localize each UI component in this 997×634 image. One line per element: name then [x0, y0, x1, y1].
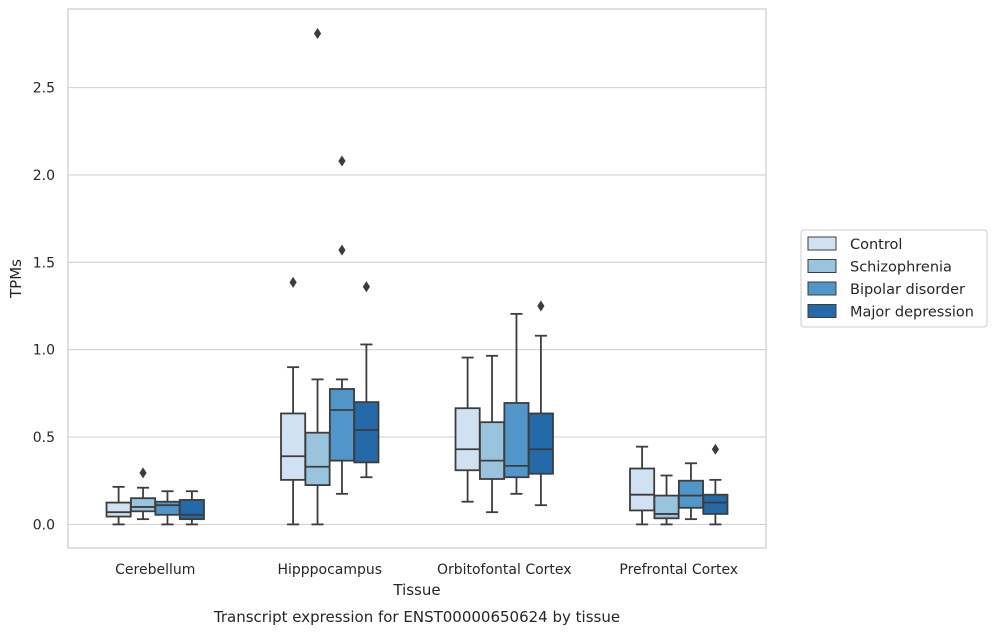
box-1-2	[328, 155, 355, 495]
box-0-1	[130, 467, 157, 521]
y-tick-label: 2.0	[33, 168, 55, 184]
y-tick-label: 0.0	[33, 517, 55, 533]
x-axis-ticks: Cerebellum Hipppocampus Orbitofontal Corte…	[115, 562, 738, 578]
outlier-point	[338, 155, 346, 167]
box-groups	[105, 27, 729, 526]
outlier-point	[289, 276, 297, 288]
box-2-3	[527, 300, 554, 507]
box-iqr	[527, 412, 554, 475]
x-tick-label: Hipppocampus	[277, 562, 382, 578]
box-iqr	[677, 479, 704, 509]
y-tick-label: 1.0	[33, 343, 55, 359]
legend-frame	[800, 229, 988, 328]
y-axis-label: TPMs	[7, 259, 25, 299]
x-tick-label: Prefrontal Cortex	[619, 562, 738, 578]
legend-swatch	[807, 304, 837, 318]
box-2-0	[454, 356, 481, 503]
box-2-2	[503, 312, 530, 495]
x-tick-label: Cerebellum	[115, 562, 195, 578]
legend: Control Schizophrenia Bipolar disorder Majo…	[800, 229, 988, 328]
legend-entry: Control	[850, 237, 902, 253]
legend-swatch	[807, 236, 837, 251]
outlier-point	[362, 281, 370, 293]
box-iqr	[353, 401, 380, 464]
box-iqr	[280, 412, 307, 481]
outlier-point	[139, 467, 147, 479]
plot-background	[68, 9, 766, 548]
box-iqr	[304, 431, 331, 487]
x-axis-label: Tissue	[392, 581, 440, 599]
box-3-0	[629, 445, 656, 526]
box-iqr	[178, 499, 205, 521]
box-iqr	[653, 494, 680, 520]
box-3-3	[702, 443, 729, 526]
y-axis-ticks: 0.0 0.5 1.0 1.5 2.0 2.5	[33, 81, 55, 534]
box-iqr	[454, 407, 481, 472]
legend-swatch	[807, 259, 837, 273]
box-2-1	[479, 354, 506, 514]
box-0-0	[105, 485, 132, 526]
y-tick-label: 2.5	[33, 81, 55, 97]
box-1-3	[353, 281, 380, 479]
box-3-2	[677, 462, 704, 521]
box-iqr	[130, 497, 157, 513]
box-iqr	[629, 467, 656, 512]
box-iqr	[479, 421, 506, 480]
plot-frame	[67, 8, 767, 549]
y-tick-label: 1.5	[33, 255, 55, 271]
outlier-point	[338, 244, 346, 256]
outlier-point	[537, 300, 545, 312]
legend-entry: Schizophrenia	[850, 260, 952, 276]
box-iqr	[105, 501, 132, 518]
box-iqr	[503, 402, 530, 479]
box-0-2	[154, 490, 181, 526]
grid-lines	[68, 87, 766, 525]
legend-entry: Major depression	[850, 305, 974, 321]
box-iqr	[328, 388, 355, 462]
outlier-point	[711, 443, 719, 455]
x-tick-label: Orbitofontal Cortex	[437, 562, 572, 578]
outlier-point	[313, 27, 322, 39]
box-0-3	[178, 490, 205, 526]
legend-swatch	[807, 281, 837, 296]
box-iqr	[154, 500, 181, 516]
box-iqr	[702, 493, 729, 515]
legend-entry: Bipolar disorder	[850, 282, 965, 298]
y-tick-label: 0.5	[33, 430, 55, 446]
chart-title: Transcript expression for ENST0000065062…	[213, 608, 620, 626]
